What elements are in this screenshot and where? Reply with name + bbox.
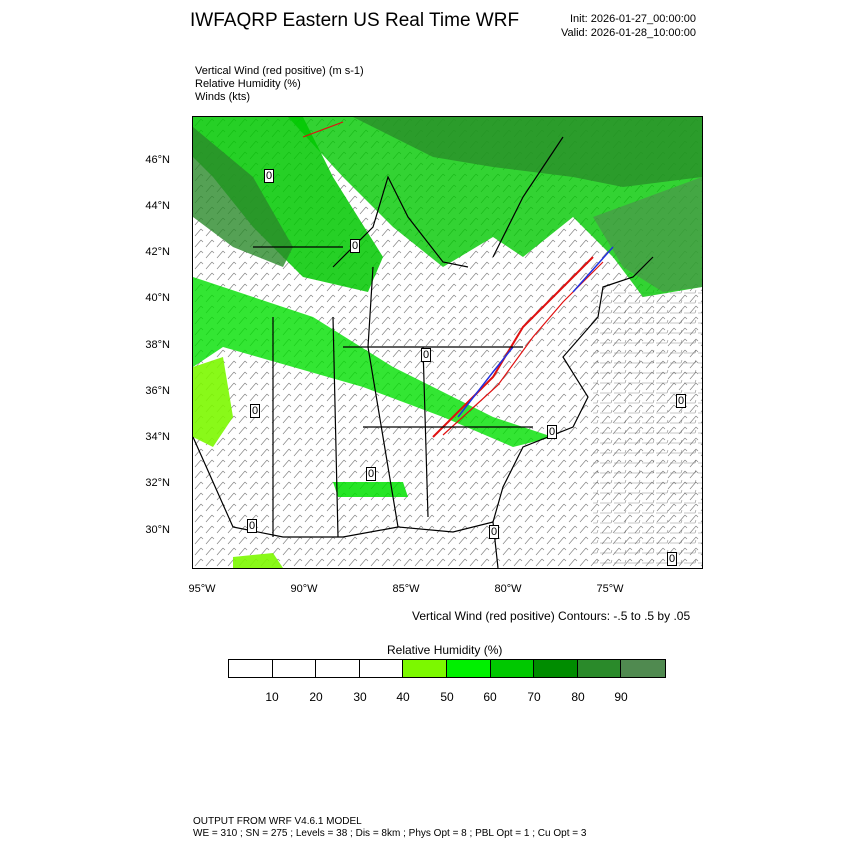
colorbar-swatch <box>359 660 404 677</box>
lon-label: 75°W <box>596 583 624 595</box>
contour-zero-label: 0 <box>250 404 261 418</box>
colorbar-swatch <box>316 660 360 677</box>
field-label-relative-humidity: Relative Humidity (%) <box>195 78 301 90</box>
lat-label: 46°N <box>145 154 170 166</box>
lat-label: 38°N <box>145 339 170 351</box>
rh-band-central <box>193 277 553 447</box>
colorbar-swatch <box>534 660 578 677</box>
lat-label: 32°N <box>145 477 170 489</box>
contour-zero-label: 0 <box>366 467 377 481</box>
lat-label: 44°N <box>145 200 170 212</box>
contour-zero-label: 0 <box>547 425 558 439</box>
colorbar-label: 10 <box>265 690 279 704</box>
contour-zero-label: 0 <box>247 519 258 533</box>
contour-zero-label: 0 <box>667 552 678 566</box>
colorbar <box>228 659 666 678</box>
colorbar-label: 60 <box>483 690 497 704</box>
contour-zero-label: 0 <box>421 348 432 362</box>
colorbar-title: Relative Humidity (%) <box>387 643 503 657</box>
lat-label: 34°N <box>145 431 170 443</box>
contour-zero-label: 0 <box>264 169 275 183</box>
colorbar-swatch <box>446 660 491 677</box>
lon-label: 85°W <box>392 583 420 595</box>
contour-zero-label: 0 <box>350 239 361 253</box>
colorbar-label: 80 <box>571 690 585 704</box>
colorbar-label: 90 <box>614 690 628 704</box>
rh-band-west <box>193 117 383 292</box>
field-label-vertical-wind: Vertical Wind (red positive) (m s-1) <box>195 65 364 77</box>
field-label-winds: Winds (kts) <box>195 91 250 103</box>
colorbar-label: 50 <box>440 690 454 704</box>
chart-title: IWFAQRP Eastern US Real Time WRF <box>190 10 520 31</box>
lat-label: 42°N <box>145 246 170 258</box>
colorbar-swatch <box>229 660 273 677</box>
colorbar-label: 30 <box>353 690 367 704</box>
colorbar-swatch <box>403 660 447 677</box>
colorbar-swatch <box>272 660 317 677</box>
colorbar-label: 70 <box>527 690 541 704</box>
contour-zero-label: 0 <box>489 525 500 539</box>
colorbar-swatch <box>577 660 622 677</box>
colorbar-label: 40 <box>396 690 410 704</box>
weather-map: 0 0 0 0 0 0 0 0 0 0 <box>192 116 703 569</box>
colorbar-swatch <box>621 660 665 677</box>
lon-label: 90°W <box>290 583 318 595</box>
lat-label: 36°N <box>145 385 170 397</box>
lat-label: 40°N <box>145 292 170 304</box>
init-time: Init: 2026-01-27_00:00:00 <box>570 13 696 25</box>
lon-label: 95°W <box>188 583 216 595</box>
footer-config: WE = 310 ; SN = 275 ; Levels = 38 ; Dis … <box>193 828 587 839</box>
contour-note: Vertical Wind (red positive) Contours: -… <box>412 609 691 623</box>
valid-time: Valid: 2026-01-28_10:00:00 <box>561 27 696 39</box>
lat-label: 30°N <box>145 524 170 536</box>
footer-model: OUTPUT FROM WRF V4.6.1 MODEL <box>193 816 362 827</box>
colorbar-label: 20 <box>309 690 323 704</box>
contour-zero-label: 0 <box>676 394 687 408</box>
lon-label: 80°W <box>494 583 522 595</box>
colorbar-swatch <box>490 660 535 677</box>
map-graphic <box>193 117 702 568</box>
